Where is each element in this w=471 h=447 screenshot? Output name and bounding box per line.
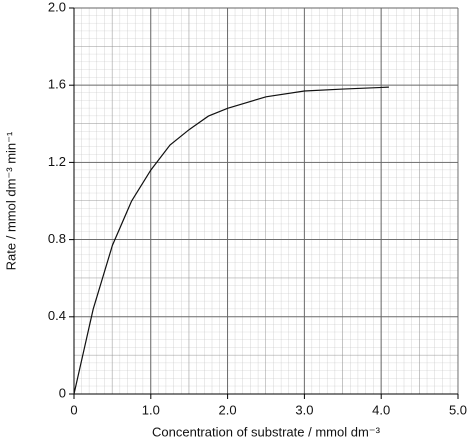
line [73,86,389,395]
y-tick-label: 0.4 [48,308,66,323]
y-axis-label: Rate / mmol dm⁻³ min⁻¹ [3,131,18,270]
x-tick-label: 1.0 [142,402,160,417]
x-tick-label: 3.0 [295,402,313,417]
y-tick-label: 1.6 [48,77,66,92]
x-tick-label: 4.0 [372,402,390,417]
x-axis-label: Concentration of substrate / mmol dm⁻³ [152,424,381,439]
mid-grid [74,8,458,394]
y-tick-label: 0 [59,385,66,400]
y-tick-label: 2.0 [48,0,66,14]
x-tick-label: 2.0 [219,402,237,417]
x-tick-label: 0 [70,402,77,417]
y-tick-label: 0.8 [48,231,66,246]
x-tick-label: 5.0 [449,402,467,417]
y-tick-label: 1.2 [48,154,66,169]
